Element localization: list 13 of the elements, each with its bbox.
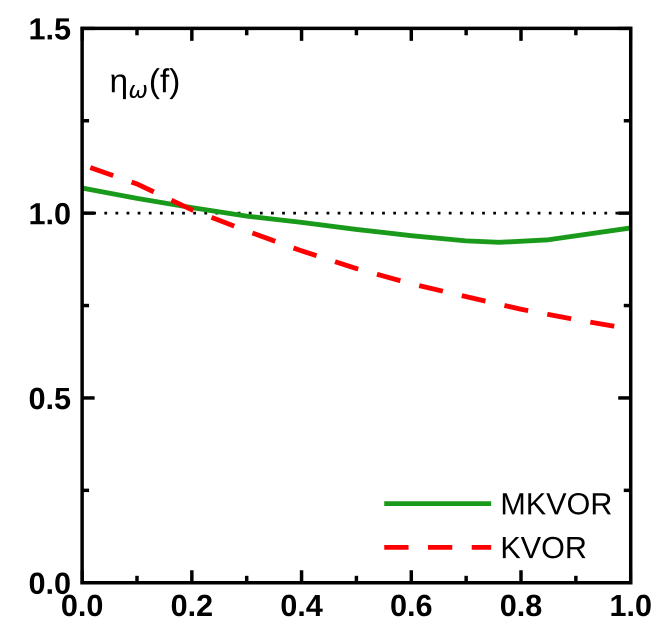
x-tick-label: 0.8 [500, 594, 542, 616]
y-tick-label: 0.0 [30, 572, 70, 594]
x-tick-label: 0.4 [282, 594, 323, 616]
legend-label: MKVOR [502, 492, 611, 515]
y-tick-label: 0.5 [30, 388, 70, 410]
annotation: η$_{ω}$(f) [111, 68, 178, 100]
y-tick-label: 1.5 [30, 18, 70, 40]
legend-label: KVOR [502, 536, 586, 558]
x-tick-label: 0.6 [391, 594, 432, 616]
y-tick-label: 1.0 [30, 202, 70, 225]
x-tick-label: 0.0 [62, 594, 102, 616]
x-tick-label: 1.0 [611, 594, 651, 616]
x-tick-label: 0.2 [172, 594, 212, 616]
